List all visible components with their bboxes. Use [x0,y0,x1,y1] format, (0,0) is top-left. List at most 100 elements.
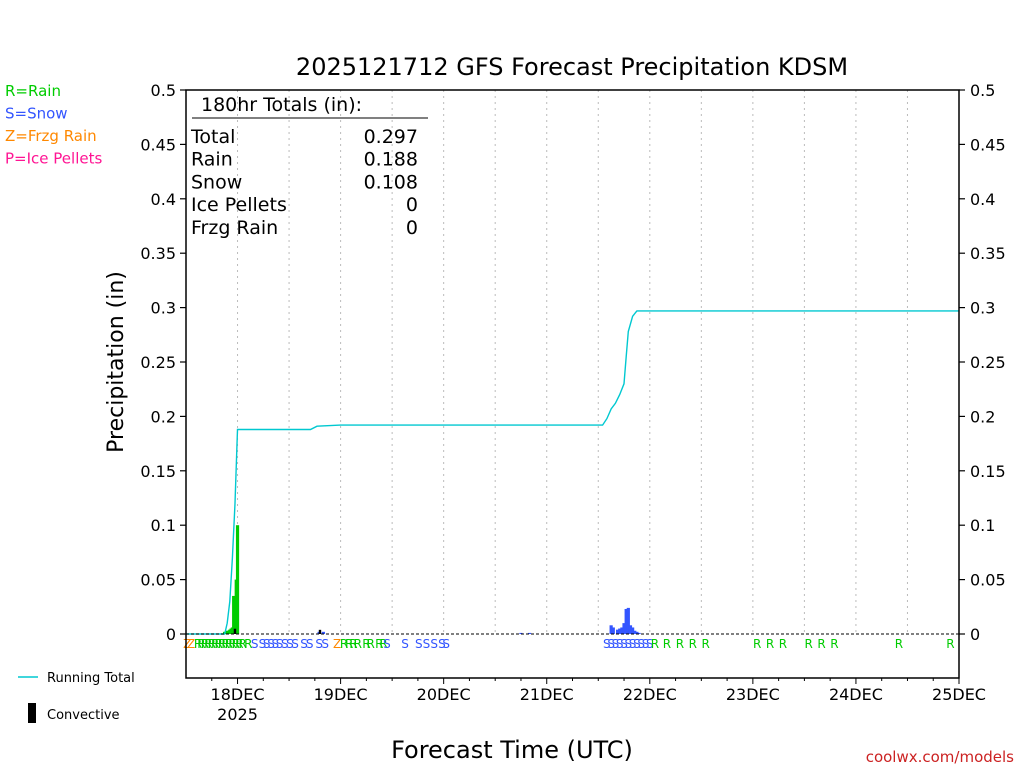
precip-bar [615,629,620,634]
ptype-marker: S [272,637,280,651]
ptype-marker: S [401,637,409,651]
y-tick-label: 0.1 [151,516,176,535]
totals-row-value: 0.297 [364,126,418,148]
ptype-legend: R=Rain S=Snow Z=Frzg Rain P=Ice Pellets [5,82,102,168]
totals-row-label: Rain [191,149,233,171]
ptype-marker: S [612,637,620,651]
ptype-marker: S [291,637,299,651]
ptype-marker: R [208,637,216,651]
ptype-marker: R [214,637,222,651]
ptype-marker: Z [187,637,195,651]
precip-bar [637,632,641,634]
ptype-marker: S [442,637,450,651]
totals-row-value: 0.188 [364,149,418,171]
x-tick-label: 23DEC [726,685,780,704]
x-tick-sublabel: 2025 [217,705,258,724]
ptype-marker: Z [333,637,341,651]
ptype-marker: R [895,637,903,651]
ptype-marker: S [633,637,641,651]
y-axis-label: Precipitation (in) [104,271,129,453]
ptype-marker: S [646,637,654,651]
y-tick-label: 0.45 [140,135,176,154]
precip-bar [635,631,639,634]
y-tick-label-right: 0.2 [970,407,995,426]
line-legend: Running Total Convective [18,671,135,723]
ptype-marker: S [281,637,289,651]
ptype-marker: S [629,637,637,651]
y-tick-label-right: 0.15 [970,462,1006,481]
x-tick-label: 18DEC [211,685,265,704]
ptype-marker: S [625,637,633,651]
totals-row-label: Snow [191,171,242,193]
ptype-marker: R [701,637,709,651]
totals-row-value: 0 [406,217,418,239]
ptype-marker: S [603,637,611,651]
ptype-marker: R [753,637,761,651]
precip-bar [620,627,624,634]
ptype-marker: R [366,637,374,651]
ptype-legend-item: P=Ice Pellets [5,150,102,168]
precip-bar [626,607,630,634]
ptype-marker: S [616,637,624,651]
precip-bar [628,625,633,634]
x-tick-label: 25DEC [932,685,986,704]
ptype-marker: R [221,637,229,651]
y-tick-label: 0.4 [151,190,176,209]
y-tick-label: 0.3 [151,299,176,318]
ptype-marker: S [267,637,275,651]
ptype-marker: R [218,637,226,651]
ptype-marker: R [946,637,954,651]
totals-header: 180hr Totals (in): [201,94,362,116]
x-tick-label: 22DEC [623,685,677,704]
precip-bar [527,632,532,634]
ptype-marker: S [642,637,650,651]
ptype-legend-item: R=Rain [5,82,61,100]
y-tick-label-right: 0.1 [970,516,995,535]
ptype-marker: R [779,637,787,651]
totals-row-label: Total [190,126,235,148]
y-tick-label-right: 0.35 [970,244,1006,263]
ptype-marker: R [805,637,813,651]
ptype-marker: S [423,637,431,651]
ptype-marker: R [362,637,370,651]
convective-bar [233,628,237,634]
grid-lines [237,90,908,634]
y-tick-label: 0 [166,625,176,644]
totals-row-label: Ice Pellets [191,194,287,216]
ptype-marker: S [637,637,645,651]
precip-bar [235,525,240,634]
precip-bar [631,627,635,634]
ptype-marker: R [766,637,774,651]
y-tick-label-right: 0.25 [970,353,1006,372]
ptype-legend-item: S=Snow [5,105,68,123]
precip-bar [519,632,523,634]
totals-row-value: 0 [406,194,418,216]
x-tick-label: 21DEC [520,685,574,704]
y-tick-label-right: 0.5 [970,81,995,100]
ptype-marker: S [286,637,294,651]
running-total-line-group [186,310,959,635]
y-tick-label-right: 0 [970,625,980,644]
running-total-legend-label: Running Total [47,671,135,686]
ptype-marker: R [340,637,348,651]
chart-title: 2025121712 GFS Forecast Precipitation KD… [296,53,848,81]
y-tick-label: 0.35 [140,244,176,263]
ptype-marker: S [300,637,308,651]
plot-frame [185,89,960,679]
precip-bar [321,631,326,634]
y-tick-label-right: 0.45 [970,135,1006,154]
ptype-marker: S [620,637,628,651]
ptype-marker: R [211,637,219,651]
convective-legend-label: Convective [47,708,120,723]
precip-bar [633,630,637,634]
ptype-marker: R [194,637,202,651]
y-tick-label: 0.2 [151,407,176,426]
ptype-marker: S [383,637,391,651]
ptype-marker: S [263,637,271,651]
ptype-marker: R [228,637,236,651]
axes: 0 00.05 0.050.1 0.10.15 0.150.2 0.20.25 0.250.… [140,81,1005,724]
precip-bars [223,525,641,634]
y-tick-label: 0.15 [140,462,176,481]
